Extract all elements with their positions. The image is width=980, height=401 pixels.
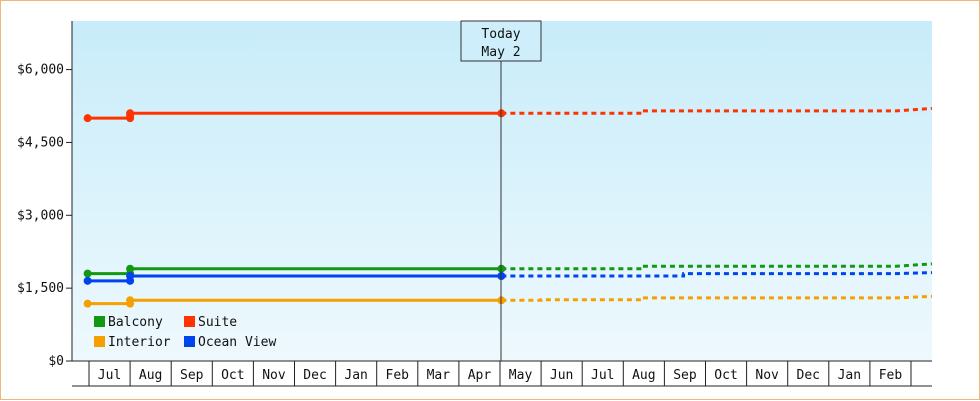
today-box: [460, 20, 542, 62]
data-point-balcony: [83, 269, 92, 278]
x-tick-label: Oct: [221, 368, 244, 383]
data-point-suite: [83, 114, 92, 123]
x-tick-label: Jan: [344, 368, 367, 383]
x-tick-label: Apr: [468, 368, 492, 383]
x-tick-label: Jul: [591, 368, 614, 383]
data-point-balcony: [126, 264, 135, 273]
legend-swatch-suite: [184, 316, 195, 327]
x-tick-label: Sep: [673, 368, 697, 383]
legend-swatch-interior: [94, 336, 105, 347]
legend: Balcony Suite Interior Ocean View: [94, 315, 276, 350]
legend-swatch-balcony: [94, 316, 105, 327]
series-forecast-ocean-view: [501, 271, 933, 278]
x-tick-label: Sep: [180, 368, 204, 383]
y-tick-label: $3,000: [17, 208, 64, 223]
series-forecast-interior: [501, 294, 933, 302]
x-tick-label: Jul: [98, 368, 121, 383]
data-point-interior: [126, 296, 135, 305]
data-point-interior: [83, 299, 92, 308]
x-tick-label: Feb: [386, 368, 410, 383]
today-label: Today: [481, 27, 520, 42]
x-tick-label: Nov: [755, 368, 779, 383]
legend-label-balcony: Balcony: [108, 315, 163, 330]
y-tick-label: $4,500: [17, 135, 64, 150]
x-tick-label: Oct: [714, 368, 737, 383]
y-tick-label: $1,500: [17, 281, 64, 296]
x-tick-label: Mar: [427, 368, 451, 383]
x-tick-label: Jun: [550, 368, 573, 383]
today-date: May 2: [481, 45, 520, 60]
today-marker: Today May 2: [460, 20, 542, 361]
data-point-ocean-view: [126, 272, 135, 280]
x-tick-label: Aug: [632, 368, 655, 383]
y-tick-label: $6,000: [17, 63, 64, 78]
y-tick-label: $0: [48, 354, 64, 369]
x-tick-label: Nov: [262, 368, 286, 383]
data-point-suite: [126, 109, 135, 118]
x-tick-label: Dec: [303, 368, 326, 383]
y-axis: $0 $1,500 $3,000 $4,500 $6,000: [17, 21, 73, 369]
series-forecast-suite: [501, 106, 933, 115]
x-tick-label: May: [509, 368, 533, 383]
x-tick-label: Jan: [838, 368, 861, 383]
x-tick-label: Dec: [797, 368, 820, 383]
x-axis: Jul Aug Sep Oct Nov Dec Jan Feb Mar Apr May Jun Jul A…: [72, 360, 932, 387]
legend-label-suite: Suite: [198, 315, 237, 330]
legend-swatch-ocean-view: [184, 336, 195, 347]
plot-background: [72, 21, 932, 361]
legend-label-ocean-view: Ocean View: [198, 335, 276, 350]
legend-label-interior: Interior: [108, 335, 171, 350]
x-tick-label: Feb: [879, 368, 903, 383]
series-layer: [83, 106, 933, 308]
data-point-ocean-view: [83, 276, 92, 285]
x-tick-label: Aug: [139, 368, 162, 383]
